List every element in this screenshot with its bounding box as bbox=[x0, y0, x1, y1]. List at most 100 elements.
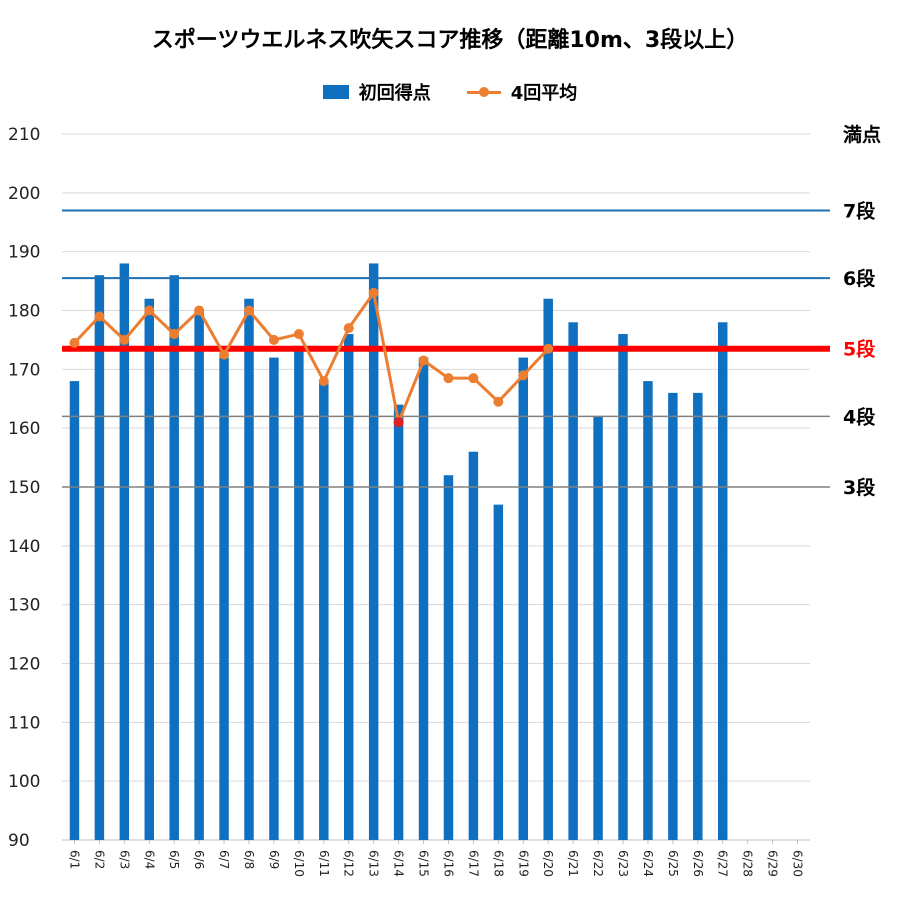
bar bbox=[643, 381, 653, 840]
x-tick-label: 6/1 bbox=[67, 850, 81, 869]
x-tick-label: 6/19 bbox=[516, 850, 530, 877]
average-point bbox=[543, 343, 554, 354]
average-point bbox=[69, 337, 80, 348]
bar bbox=[717, 322, 728, 840]
x-tick-label: 6/27 bbox=[716, 850, 730, 877]
bar bbox=[418, 357, 429, 840]
bar bbox=[244, 298, 254, 840]
bar bbox=[144, 298, 155, 840]
bar bbox=[693, 392, 703, 840]
x-tick-label: 6/23 bbox=[616, 850, 630, 877]
average-point bbox=[343, 323, 354, 334]
y-tick-label: 190 bbox=[8, 243, 40, 263]
y-tick-label: 120 bbox=[8, 655, 40, 675]
x-tick-label: 6/29 bbox=[766, 850, 780, 877]
average-point bbox=[94, 311, 105, 322]
bar bbox=[94, 275, 105, 840]
x-tick-label: 6/4 bbox=[142, 850, 156, 869]
average-point bbox=[393, 417, 404, 428]
average-point bbox=[518, 370, 529, 381]
average-point bbox=[268, 334, 279, 345]
x-tick-label: 6/15 bbox=[417, 850, 431, 877]
bar bbox=[493, 504, 504, 840]
average-point bbox=[493, 396, 504, 407]
x-tick-label: 6/30 bbox=[791, 850, 805, 877]
bar bbox=[169, 275, 179, 840]
legend-item-bar: 初回得点 bbox=[322, 79, 431, 105]
reference-label: 6段 bbox=[843, 267, 876, 290]
x-tick-label: 6/10 bbox=[292, 850, 306, 877]
bar bbox=[368, 263, 379, 840]
average-point bbox=[418, 355, 429, 366]
legend-label-bar: 初回得点 bbox=[358, 83, 431, 104]
y-tick-label: 100 bbox=[8, 772, 40, 792]
average-point bbox=[144, 305, 155, 316]
average-point bbox=[244, 305, 254, 316]
x-tick-label: 6/3 bbox=[117, 850, 131, 869]
legend-label-line: 4回平均 bbox=[510, 83, 578, 104]
x-tick-label: 6/6 bbox=[192, 850, 206, 869]
bar bbox=[593, 416, 603, 840]
x-tick-label: 6/22 bbox=[591, 850, 605, 877]
average-point bbox=[119, 334, 130, 345]
reference-label: 3段 bbox=[843, 476, 876, 499]
bar bbox=[269, 357, 279, 840]
chart-title: スポーツウエルネス吹矢スコア推移（距離10m、3段以上） bbox=[151, 28, 749, 53]
y-tick-label: 180 bbox=[8, 302, 40, 322]
y-tick-label: 110 bbox=[8, 713, 40, 733]
x-tick-label: 6/11 bbox=[317, 850, 331, 877]
x-tick-label: 6/28 bbox=[741, 850, 755, 877]
bar bbox=[443, 475, 454, 840]
bar bbox=[319, 381, 329, 840]
x-tick-label: 6/5 bbox=[167, 850, 181, 869]
x-tick-label: 6/7 bbox=[217, 850, 231, 869]
legend-swatch-line bbox=[466, 85, 501, 99]
bar bbox=[393, 404, 404, 840]
bar bbox=[518, 357, 529, 840]
bar bbox=[69, 381, 80, 840]
y-tick-label: 160 bbox=[8, 419, 40, 439]
reference-label: 満点 bbox=[843, 124, 881, 146]
average-point bbox=[318, 376, 329, 387]
x-tick-label: 6/2 bbox=[92, 850, 106, 869]
y-tick-label: 130 bbox=[8, 596, 40, 616]
x-tick-label: 6/24 bbox=[641, 850, 655, 877]
x-tick-label: 6/13 bbox=[367, 850, 381, 877]
bar bbox=[543, 298, 553, 840]
reference-label: 5段 bbox=[843, 338, 876, 361]
y-tick-label: 210 bbox=[8, 125, 40, 145]
x-tick-label: 6/9 bbox=[267, 850, 281, 869]
x-tick-label: 6/12 bbox=[342, 850, 356, 877]
average-point bbox=[169, 329, 180, 340]
bar bbox=[668, 392, 678, 840]
x-tick-label: 6/26 bbox=[691, 850, 705, 877]
x-tick-label: 6/20 bbox=[541, 850, 555, 877]
bar bbox=[194, 310, 204, 840]
x-tick-label: 6/21 bbox=[566, 850, 580, 877]
y-tick-label: 140 bbox=[8, 537, 40, 557]
bar bbox=[618, 334, 628, 840]
average-point bbox=[219, 349, 230, 360]
y-tick-label: 200 bbox=[8, 184, 40, 204]
average-point bbox=[368, 287, 379, 298]
x-tick-label: 6/14 bbox=[392, 850, 406, 877]
y-tick-label: 170 bbox=[8, 360, 40, 380]
bar bbox=[343, 334, 354, 840]
x-tick-label: 6/17 bbox=[466, 850, 480, 877]
bar bbox=[219, 357, 229, 840]
bar bbox=[468, 451, 479, 840]
x-tick-label: 6/18 bbox=[491, 850, 505, 877]
y-tick-label: 90 bbox=[8, 831, 30, 851]
bar bbox=[294, 345, 304, 840]
bar bbox=[568, 322, 578, 840]
bar bbox=[119, 263, 130, 840]
x-tick-label: 6/16 bbox=[441, 850, 455, 877]
average-point bbox=[443, 373, 454, 384]
average-point bbox=[194, 305, 205, 316]
x-tick-label: 6/25 bbox=[666, 850, 680, 877]
average-point bbox=[293, 329, 304, 340]
y-tick-label: 150 bbox=[8, 478, 40, 498]
legend-swatch-bar bbox=[322, 85, 349, 99]
